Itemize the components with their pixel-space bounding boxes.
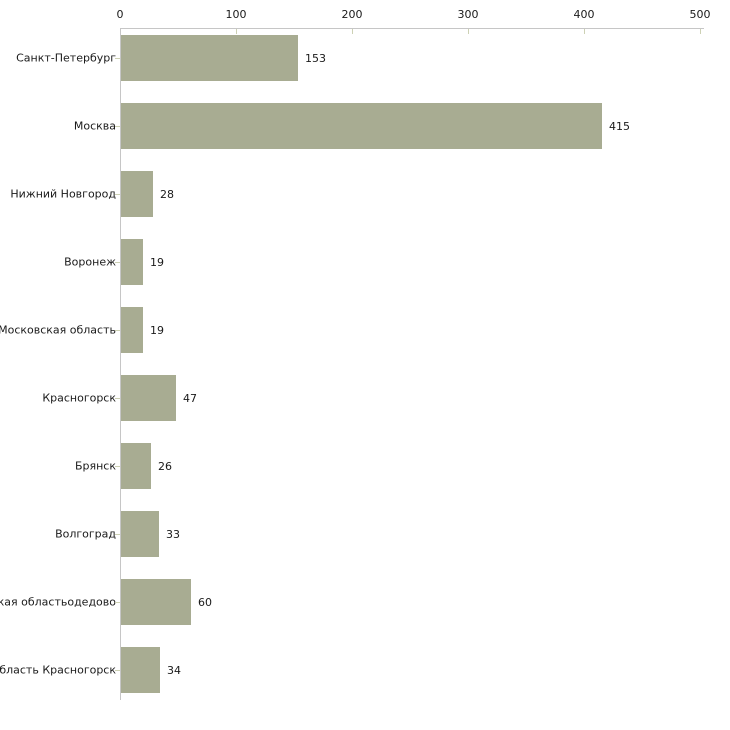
bar-row: 415 xyxy=(121,92,630,160)
bar-row: 28 xyxy=(121,160,174,228)
bar-value-label: 26 xyxy=(158,459,172,473)
y-tick-mark xyxy=(115,534,120,535)
y-tick-mark xyxy=(115,126,120,127)
bar-value-label: 19 xyxy=(150,255,164,269)
bar xyxy=(121,171,153,217)
bar-row: 19 xyxy=(121,296,164,364)
x-axis-line xyxy=(120,28,704,29)
bar-value-label: 34 xyxy=(167,663,181,677)
bar-value-label: 28 xyxy=(160,187,174,201)
bar-value-label: 47 xyxy=(183,391,197,405)
x-tick-mark xyxy=(352,29,353,34)
category-label: Москва xyxy=(73,119,116,133)
bar-row: 19 xyxy=(121,228,164,296)
bar-row: 60 xyxy=(121,568,212,636)
x-tick-mark xyxy=(584,29,585,34)
category-label: область Красногорск xyxy=(0,663,116,677)
y-axis-line xyxy=(120,28,121,700)
y-tick-mark xyxy=(115,670,120,671)
category-label: Воронеж xyxy=(64,255,116,269)
category-label: ская областьодедово xyxy=(0,595,116,609)
x-tick-mark xyxy=(700,29,701,34)
bar xyxy=(121,375,176,421)
bar-row: 47 xyxy=(121,364,197,432)
bar-row: 153 xyxy=(121,24,326,92)
bar xyxy=(121,35,298,81)
bar xyxy=(121,103,602,149)
category-label: Санкт-Петербург xyxy=(16,51,116,65)
y-tick-mark xyxy=(115,602,120,603)
bar-row: 33 xyxy=(121,500,180,568)
bar xyxy=(121,307,143,353)
category-label: Брянск xyxy=(74,459,116,473)
category-label: Нижний Новгород xyxy=(10,187,116,201)
bar-row: 26 xyxy=(121,432,172,500)
bar xyxy=(121,443,151,489)
y-tick-mark xyxy=(115,466,120,467)
y-tick-mark xyxy=(115,262,120,263)
bar-value-label: 33 xyxy=(166,527,180,541)
category-label: Волгоград xyxy=(55,527,116,541)
x-tick-label: 100 xyxy=(225,8,247,21)
y-tick-mark xyxy=(115,194,120,195)
x-tick-label: 200 xyxy=(341,8,363,21)
y-tick-mark xyxy=(115,330,120,331)
y-tick-mark xyxy=(115,398,120,399)
y-tick-mark xyxy=(115,58,120,59)
x-tick-label: 300 xyxy=(457,8,479,21)
bar-value-label: 60 xyxy=(198,595,212,609)
x-tick-mark xyxy=(236,29,237,34)
x-tick-label: 400 xyxy=(573,8,595,21)
bar-value-label: 19 xyxy=(150,323,164,337)
bar xyxy=(121,239,143,285)
bar-value-label: 415 xyxy=(609,119,630,133)
bar-row: 34 xyxy=(121,636,181,704)
category-label: Московская область xyxy=(0,323,116,337)
x-tick-label: 500 xyxy=(689,8,711,21)
category-label: Красногорск xyxy=(42,391,116,405)
x-tick-label: 0 xyxy=(116,8,124,21)
x-tick-mark xyxy=(468,29,469,34)
bar xyxy=(121,511,159,557)
bar xyxy=(121,579,191,625)
bar xyxy=(121,647,160,693)
bar-value-label: 153 xyxy=(305,51,326,65)
